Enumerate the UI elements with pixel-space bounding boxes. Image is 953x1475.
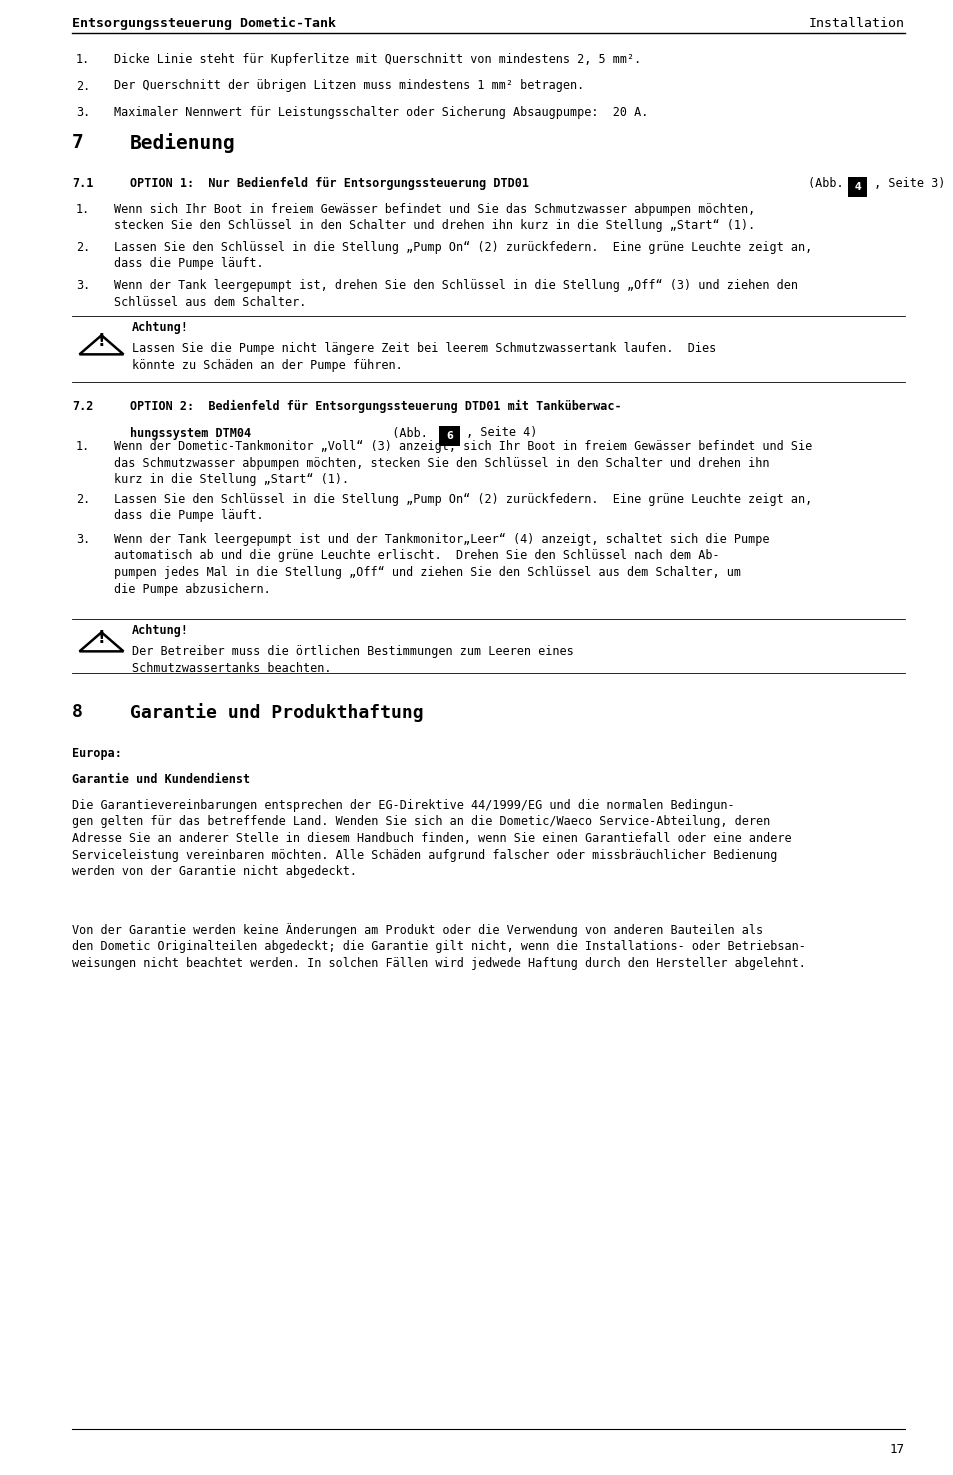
Text: !: ! bbox=[97, 332, 105, 351]
Text: 3.: 3. bbox=[76, 279, 91, 292]
Text: Bedienung: Bedienung bbox=[130, 133, 235, 153]
Text: 2.: 2. bbox=[76, 80, 91, 93]
Text: Lassen Sie den Schlüssel in die Stellung „Pump On“ (2) zurückfedern.  Eine grüne: Lassen Sie den Schlüssel in die Stellung… bbox=[113, 240, 811, 270]
Text: Entsorgungssteuerung Dometic-Tank: Entsorgungssteuerung Dometic-Tank bbox=[71, 18, 335, 30]
Text: Europa:: Europa: bbox=[71, 746, 122, 760]
Text: 17: 17 bbox=[889, 1443, 904, 1456]
Text: 2.: 2. bbox=[76, 240, 91, 254]
Text: 8: 8 bbox=[71, 704, 83, 721]
Text: Lassen Sie den Schlüssel in die Stellung „Pump On“ (2) zurückfedern.  Eine grüne: Lassen Sie den Schlüssel in die Stellung… bbox=[113, 493, 811, 522]
Text: 1.: 1. bbox=[76, 53, 91, 66]
Text: !: ! bbox=[97, 630, 105, 648]
Text: Dicke Linie steht für Kupferlitze mit Querschnitt von mindestens 2, 5 mm².: Dicke Linie steht für Kupferlitze mit Qu… bbox=[113, 53, 640, 66]
Text: , Seite 4): , Seite 4) bbox=[458, 426, 537, 440]
Text: 4: 4 bbox=[853, 181, 860, 192]
Polygon shape bbox=[79, 633, 123, 652]
Text: , Seite 3): , Seite 3) bbox=[866, 177, 944, 190]
Text: (Abb.: (Abb. bbox=[807, 177, 850, 190]
Polygon shape bbox=[79, 335, 123, 354]
Text: Wenn der Tank leergepumpt ist und der Tankmonitor„Leer“ (4) anzeigt, schaltet si: Wenn der Tank leergepumpt ist und der Ta… bbox=[113, 532, 769, 596]
Text: 3.: 3. bbox=[76, 532, 91, 546]
Text: 2.: 2. bbox=[76, 493, 91, 506]
Text: Garantie und Produkthaftung: Garantie und Produkthaftung bbox=[130, 704, 423, 721]
Text: Von der Garantie werden keine Änderungen am Produkt oder die Verwendung von ande: Von der Garantie werden keine Änderungen… bbox=[71, 923, 805, 971]
Text: 7: 7 bbox=[71, 133, 84, 152]
Text: Lassen Sie die Pumpe nicht längere Zeit bei leerem Schmutzwassertank laufen.  Di: Lassen Sie die Pumpe nicht längere Zeit … bbox=[132, 342, 716, 372]
Text: Achtung!: Achtung! bbox=[132, 624, 189, 637]
FancyBboxPatch shape bbox=[846, 177, 866, 196]
Text: Die Garantievereinbarungen entsprechen der EG-Direktive 44/1999/EG und die norma: Die Garantievereinbarungen entsprechen d… bbox=[71, 799, 791, 878]
Text: OPTION 2:  Bedienfeld für Entsorgungssteuerung DTD01 mit Tanküberwac-: OPTION 2: Bedienfeld für Entsorgungssteu… bbox=[130, 400, 621, 413]
Text: Wenn der Dometic-Tankmonitor „Voll“ (3) anzeigt, sich Ihr Boot in freiem Gewässe: Wenn der Dometic-Tankmonitor „Voll“ (3) … bbox=[113, 440, 811, 485]
Text: OPTION 1:  Nur Bedienfeld für Entsorgungssteuerung DTD01: OPTION 1: Nur Bedienfeld für Entsorgungs… bbox=[130, 177, 529, 190]
Text: (Abb.: (Abb. bbox=[377, 426, 435, 440]
Text: hungssystem DTM04: hungssystem DTM04 bbox=[130, 426, 251, 440]
Text: Wenn der Tank leergepumpt ist, drehen Sie den Schlüssel in die Stellung „Off“ (3: Wenn der Tank leergepumpt ist, drehen Si… bbox=[113, 279, 797, 308]
Text: 1.: 1. bbox=[76, 440, 91, 453]
FancyBboxPatch shape bbox=[439, 426, 459, 445]
Text: Maximaler Nennwert für Leistungsschalter oder Sicherung Absaugpumpe:  20 A.: Maximaler Nennwert für Leistungsschalter… bbox=[113, 106, 648, 119]
Text: Installation: Installation bbox=[808, 18, 904, 30]
Text: Garantie und Kundendienst: Garantie und Kundendienst bbox=[71, 773, 250, 786]
Text: 1.: 1. bbox=[76, 204, 91, 215]
Text: Der Betreiber muss die örtlichen Bestimmungen zum Leeren eines
Schmutzwassertank: Der Betreiber muss die örtlichen Bestimm… bbox=[132, 645, 573, 674]
Text: 7.2: 7.2 bbox=[71, 400, 93, 413]
Text: 3.: 3. bbox=[76, 106, 91, 119]
Text: 6: 6 bbox=[446, 431, 453, 441]
Text: 7.1: 7.1 bbox=[71, 177, 93, 190]
Text: Wenn sich Ihr Boot in freiem Gewässer befindet und Sie das Schmutzwasser abpumpe: Wenn sich Ihr Boot in freiem Gewässer be… bbox=[113, 204, 755, 233]
Text: Der Querschnitt der übrigen Litzen muss mindestens 1 mm² betragen.: Der Querschnitt der übrigen Litzen muss … bbox=[113, 80, 583, 93]
Text: Achtung!: Achtung! bbox=[132, 322, 189, 333]
